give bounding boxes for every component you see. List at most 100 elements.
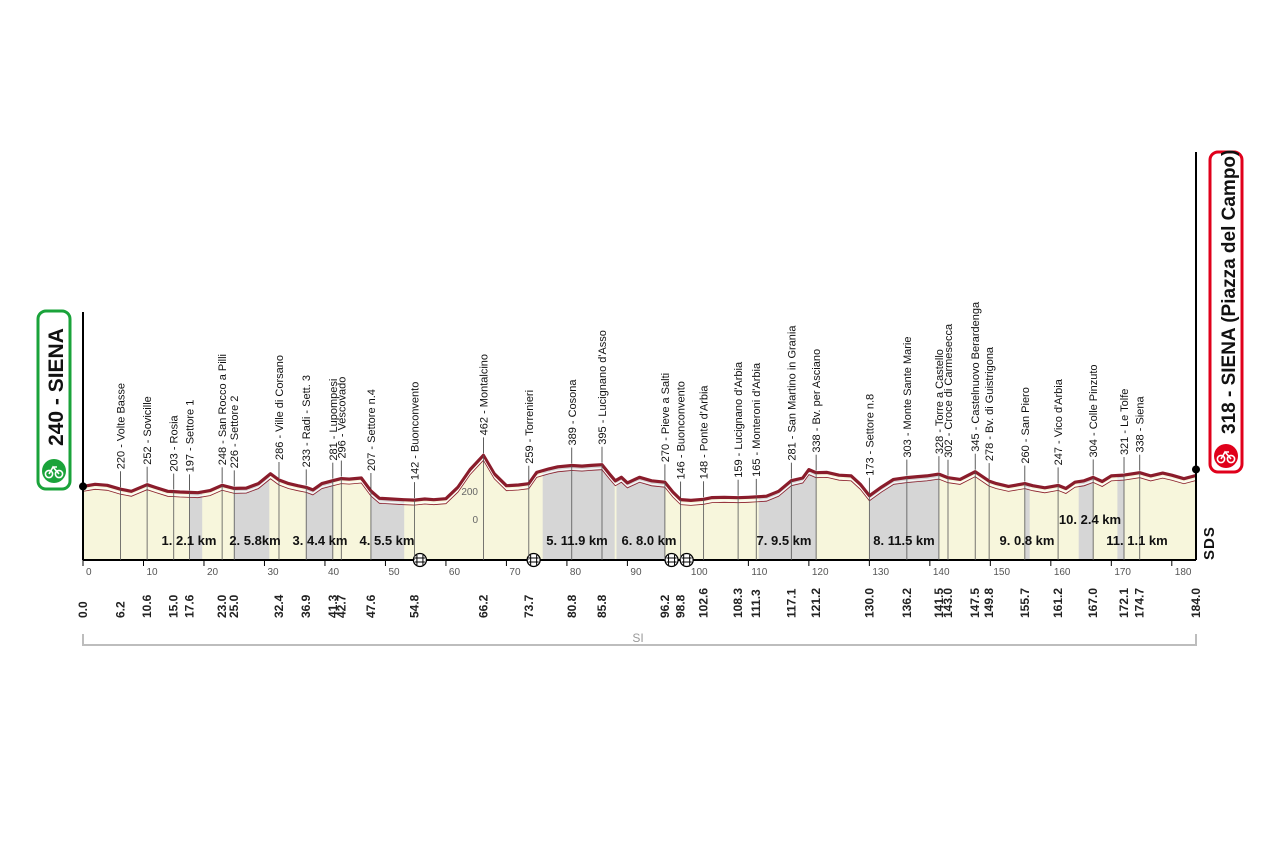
- finish-km-label: 184.0: [1189, 588, 1203, 618]
- landmark-km-label: 66.2: [476, 594, 490, 618]
- landmark-km-label: 136.2: [900, 588, 914, 618]
- landmark-km-label: 147.5: [968, 588, 982, 618]
- x-tick-label: 110: [751, 567, 767, 578]
- finish-bike-icon: [1214, 444, 1238, 468]
- landmark-label: 286 - Ville di Corsano: [274, 355, 286, 460]
- landmark-label: 338 - Siena: [1135, 396, 1147, 453]
- start-label: 240 - SIENA: [45, 328, 68, 446]
- landmark-label: 207 - Settore n.4: [366, 389, 378, 471]
- sector-band: [370, 491, 405, 560]
- landmark-label: 338 - Bv. per Asciano: [811, 349, 823, 453]
- sector-band: [869, 474, 939, 560]
- landmark-km-label: 111.3: [749, 589, 763, 618]
- sector-band: [616, 477, 665, 560]
- landmark-label: 148 - Ponte d'Arbia: [699, 385, 711, 480]
- landmark-km-label: 117.1: [784, 588, 798, 618]
- landmark-label: 296 - Vescovado: [336, 377, 348, 459]
- sector-label: 1. 2.1 km: [162, 533, 217, 548]
- landmark-km-label: 36.9: [299, 594, 313, 618]
- x-tick-label: 120: [812, 567, 829, 578]
- landmark-label: 281 - Lupompesi: [328, 379, 340, 461]
- landmark-layer: 220 - Volte Basse 6.2 252 - Sovicille 10.6 2…: [114, 301, 1147, 618]
- landmark-label: 395 - Lucignano d'Asso: [597, 330, 609, 445]
- x-tick-label: 170: [1114, 567, 1131, 578]
- landmark-km-label: 167.0: [1086, 588, 1100, 618]
- landmark-label: 389 - Cosona: [567, 379, 579, 446]
- landmark-km-label: 32.4: [272, 594, 286, 618]
- landmark-km-label: 149.8: [982, 588, 996, 618]
- landmark-km-label: 161.2: [1051, 588, 1065, 618]
- sector-band: [542, 465, 615, 560]
- sector-label: 10. 2.4 km: [1059, 512, 1121, 527]
- x-tick-label: 0: [86, 567, 92, 578]
- landmark-km-label: 143.0: [941, 588, 955, 618]
- landmark-label: 303 - Monte Sante Marie: [902, 337, 914, 458]
- finish-badge: 318 - SIENA (Piazza del Campo): [1208, 150, 1244, 474]
- x-tick-label: 180: [1175, 567, 1192, 578]
- sector-band: [1117, 475, 1124, 560]
- landmark-km-label: 172.1: [1117, 588, 1131, 618]
- x-tick-label: 20: [207, 567, 219, 578]
- landmark-km-label: 47.6: [364, 594, 378, 618]
- landmark-label: 248 - San Rocco a Pilli: [217, 354, 229, 465]
- landmark-label: 270 - Pieve a Salti: [660, 373, 672, 462]
- landmark-km-label: 130.0: [862, 588, 876, 618]
- landmark-km-label: 98.8: [674, 594, 688, 618]
- landmark-label: 173 - Settore n.8: [864, 394, 876, 476]
- landmark-label: 233 - Radi - Sett. 3: [301, 375, 313, 467]
- landmark-label: 252 - Sovicille: [142, 396, 154, 464]
- province-bracket: SI: [82, 631, 1197, 646]
- x-tick-label: 140: [933, 567, 950, 578]
- sector-band: [1024, 483, 1030, 560]
- landmark-km-label: 141.5: [932, 588, 946, 618]
- landmark-km-label: 80.8: [565, 594, 579, 618]
- landmark-km-label: 85.8: [595, 594, 609, 618]
- badge-layer: 240 - SIENA 318 - SIENA (Piazza del Camp…: [36, 150, 1244, 491]
- start-dot: [79, 482, 87, 491]
- profile-line-inner: [82, 458, 1197, 505]
- landmark-km-label: 155.7: [1018, 588, 1032, 618]
- landmark-label: 278 - Bv. di Guistrigona: [984, 346, 996, 461]
- sector-band: [234, 474, 270, 560]
- landmark-km-label: 108.3: [731, 588, 745, 618]
- start-badge: 240 - SIENA: [36, 309, 72, 491]
- landmark-km-label: 10.6: [140, 594, 154, 618]
- sds-logo: SDS: [1201, 526, 1218, 560]
- x-tick-label: 160: [1054, 567, 1071, 578]
- landmark-km-label: 73.7: [522, 594, 536, 618]
- sector-band: [758, 470, 817, 560]
- x-tick-label: 10: [146, 567, 158, 578]
- landmark-km-label: 15.0: [167, 594, 181, 618]
- sector-label: 6. 8.0 km: [622, 533, 677, 548]
- landmark-label: 226 - Settore 2: [229, 396, 241, 469]
- province-label: SI: [632, 631, 643, 645]
- landmark-label: 328 - Torre a Castello: [934, 349, 946, 454]
- landmark-label: 321 - Le Tolfe: [1119, 389, 1131, 455]
- sector-label: 7. 9.5 km: [757, 533, 812, 548]
- sector-label: 4. 5.5 km: [360, 533, 415, 548]
- landmark-km-label: 25.0: [227, 594, 241, 618]
- landmark-label: 247 - Vico d'Arbia: [1053, 378, 1065, 465]
- landmark-km-label: 121.2: [809, 588, 823, 618]
- landmark-label: 302 - Croce di Carmesecca: [943, 323, 955, 458]
- x-tick-label: 50: [388, 567, 400, 578]
- x-tick-label: 130: [872, 567, 889, 578]
- sector-label: 2. 5.8km: [229, 533, 280, 548]
- sector-band: [1078, 477, 1094, 560]
- sector-label: 5. 11.9 km: [546, 533, 607, 548]
- x-tick-label: 80: [570, 567, 582, 578]
- landmark-km-label: 41.3: [326, 594, 340, 618]
- start-bike-icon: [42, 459, 66, 483]
- x-tick-label: 40: [328, 567, 340, 578]
- landmark-km-label: 6.2: [114, 601, 128, 618]
- landmark-label: 259 - Torrenieri: [524, 390, 536, 464]
- profile-line-shadow: [82, 459, 1197, 506]
- landmark-km-label: 96.2: [658, 594, 672, 618]
- x-tick-label: 90: [630, 567, 642, 578]
- y-tick-label: 200: [461, 487, 478, 498]
- landmark-label: 203 - Rosia: [169, 414, 181, 471]
- landmark-label: 197 - Settore 1: [184, 400, 196, 473]
- finish-dot: [1192, 465, 1200, 474]
- railway-crossing-icon: [664, 552, 679, 568]
- railway-crossing-icon: [412, 552, 428, 568]
